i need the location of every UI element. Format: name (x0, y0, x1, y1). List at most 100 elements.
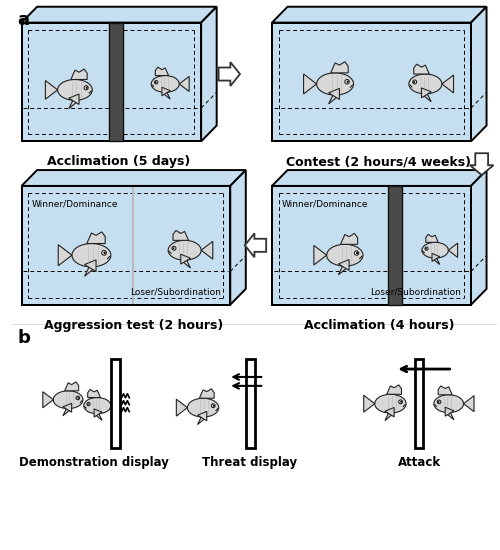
Ellipse shape (422, 243, 448, 258)
Text: Acclimation (5 days): Acclimation (5 days) (47, 155, 190, 168)
Polygon shape (272, 170, 486, 186)
Polygon shape (64, 382, 78, 391)
Text: b: b (18, 329, 30, 348)
Polygon shape (314, 245, 326, 265)
Ellipse shape (438, 401, 440, 403)
Polygon shape (22, 170, 246, 186)
Bar (246, 359, 254, 448)
Polygon shape (69, 100, 79, 108)
Polygon shape (181, 254, 190, 264)
Bar (388, 186, 402, 305)
Ellipse shape (151, 75, 179, 92)
Ellipse shape (84, 86, 88, 90)
Polygon shape (364, 395, 375, 412)
Polygon shape (58, 245, 72, 266)
Polygon shape (304, 74, 316, 94)
Polygon shape (338, 260, 349, 271)
Ellipse shape (409, 74, 442, 94)
Polygon shape (84, 267, 96, 276)
Polygon shape (201, 241, 213, 259)
Polygon shape (198, 417, 207, 425)
Ellipse shape (345, 80, 349, 84)
Ellipse shape (154, 81, 158, 84)
Ellipse shape (212, 404, 215, 408)
Polygon shape (198, 411, 207, 421)
Polygon shape (176, 399, 188, 416)
Polygon shape (422, 94, 431, 102)
Ellipse shape (414, 81, 415, 83)
Polygon shape (414, 64, 430, 74)
Polygon shape (87, 232, 105, 244)
Text: Winner/Dominance: Winner/Dominance (32, 200, 118, 209)
Polygon shape (179, 76, 189, 91)
Ellipse shape (213, 405, 214, 406)
Text: Winner/Dominance: Winner/Dominance (282, 200, 368, 209)
Polygon shape (470, 153, 494, 175)
Polygon shape (94, 409, 102, 417)
Polygon shape (111, 398, 120, 413)
Ellipse shape (76, 396, 80, 400)
Ellipse shape (188, 398, 219, 417)
Polygon shape (471, 170, 486, 305)
Ellipse shape (168, 240, 201, 260)
Ellipse shape (400, 401, 402, 403)
Polygon shape (46, 80, 58, 99)
Text: Acclimation (4 hours): Acclimation (4 hours) (304, 318, 454, 332)
Ellipse shape (86, 87, 87, 89)
Ellipse shape (398, 400, 402, 404)
Polygon shape (84, 260, 96, 272)
Ellipse shape (78, 397, 79, 399)
Ellipse shape (375, 394, 406, 413)
Polygon shape (201, 7, 216, 141)
Polygon shape (340, 233, 357, 244)
Polygon shape (448, 243, 458, 257)
Ellipse shape (87, 403, 90, 406)
Ellipse shape (88, 403, 89, 405)
Text: Attack: Attack (398, 456, 441, 469)
Polygon shape (426, 234, 438, 243)
Ellipse shape (354, 251, 358, 255)
Polygon shape (386, 385, 402, 394)
Ellipse shape (54, 391, 83, 409)
Polygon shape (432, 258, 440, 265)
Ellipse shape (426, 248, 427, 250)
Text: Loser/Subordination: Loser/Subordination (130, 288, 220, 297)
Polygon shape (471, 7, 486, 141)
Polygon shape (385, 413, 394, 421)
Polygon shape (71, 69, 87, 80)
Ellipse shape (172, 248, 174, 249)
Polygon shape (22, 7, 216, 23)
Ellipse shape (84, 398, 111, 414)
Ellipse shape (58, 80, 92, 100)
Text: Demonstration display: Demonstration display (20, 456, 170, 469)
Polygon shape (432, 254, 440, 261)
Polygon shape (162, 87, 170, 96)
Polygon shape (43, 392, 54, 408)
Polygon shape (445, 407, 454, 416)
Polygon shape (328, 95, 340, 104)
Bar (111, 359, 120, 448)
Ellipse shape (434, 395, 464, 412)
Polygon shape (162, 92, 170, 99)
Polygon shape (445, 412, 454, 420)
Ellipse shape (155, 81, 156, 83)
Ellipse shape (346, 81, 348, 83)
Polygon shape (272, 7, 486, 23)
Polygon shape (385, 408, 394, 417)
Polygon shape (88, 389, 101, 398)
Ellipse shape (326, 244, 363, 266)
Bar (414, 359, 424, 448)
Polygon shape (63, 403, 72, 412)
Polygon shape (328, 89, 340, 100)
Polygon shape (156, 67, 168, 75)
Polygon shape (69, 94, 79, 104)
Text: Threat display: Threat display (202, 456, 297, 469)
Polygon shape (422, 88, 431, 98)
Ellipse shape (316, 73, 354, 95)
Polygon shape (272, 23, 471, 141)
Polygon shape (464, 395, 474, 412)
Polygon shape (218, 62, 240, 86)
Polygon shape (338, 266, 349, 275)
Polygon shape (230, 170, 246, 305)
Text: a: a (18, 10, 29, 29)
